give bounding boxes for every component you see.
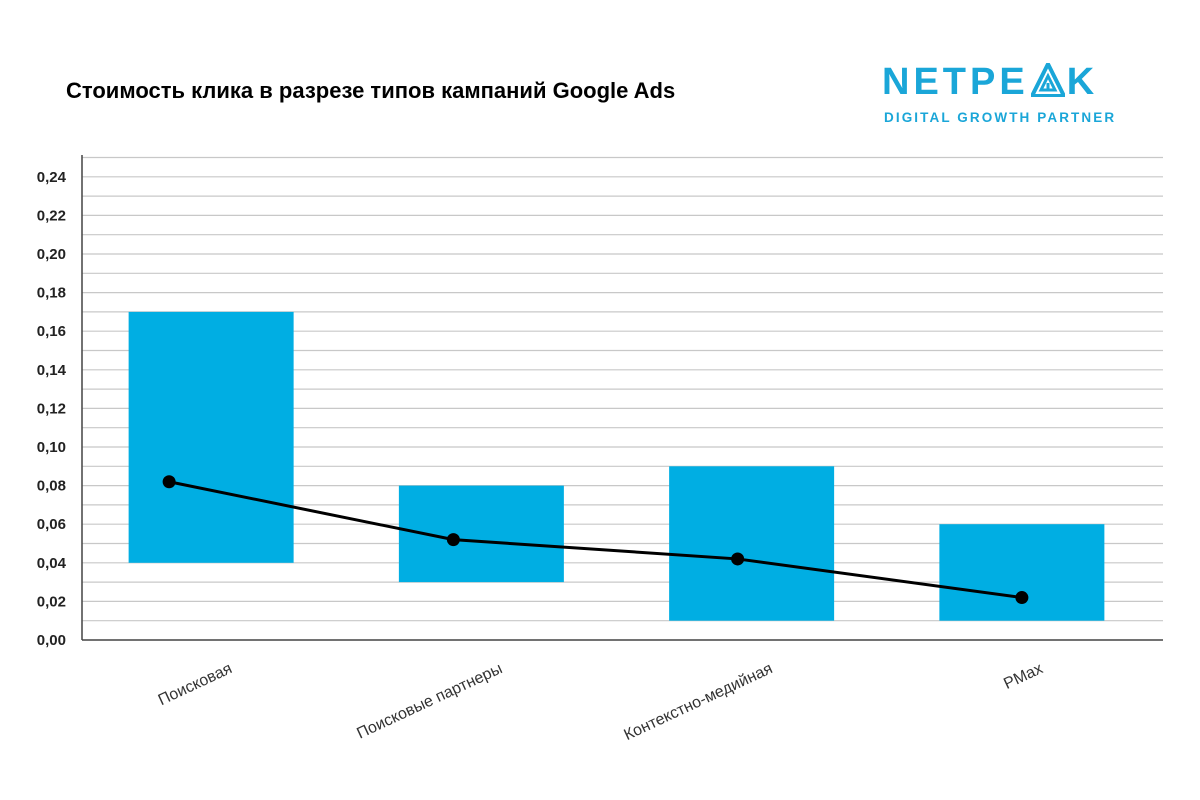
y-tick-label: 0,10 [37, 439, 66, 456]
x-tick-label: Контекстно-медийная [621, 660, 775, 744]
y-tick-label: 0,20 [37, 246, 66, 263]
y-tick-label: 0,24 [37, 169, 67, 186]
y-tick-label: 0,00 [37, 632, 66, 649]
bar [669, 466, 835, 621]
y-axis-ticks: 0,00 0,02 0,04 0,06 0,08 0,10 0,12 0,14 0,16 0,18… [37, 169, 67, 649]
trend-point [446, 533, 460, 547]
bar [939, 524, 1105, 621]
trend-line-path [168, 480, 1023, 600]
y-tick-label: 0,08 [37, 478, 66, 495]
logo-word-left: NETPE [882, 61, 1029, 103]
trend-point [731, 552, 745, 566]
y-tick-label: 0,18 [37, 285, 66, 302]
bar [128, 311, 294, 563]
trend-point [1015, 591, 1029, 605]
y-tick-label: 0,02 [37, 593, 66, 610]
netpeak-logo: NETPE K DIGITAL GROWTH PARTNER [882, 60, 1122, 130]
logo-word-right: K [1066, 61, 1099, 103]
logo-tagline: DIGITAL GROWTH PARTNER [884, 110, 1117, 125]
y-tick-label: 0,16 [37, 323, 66, 340]
x-tick-label: Поисковые партнеры [354, 660, 505, 742]
trend-line [162, 475, 1029, 605]
x-axis-ticks: Поисковая Поисковые партнеры Контекстно-ме… [156, 660, 1046, 744]
x-tick-label: PMax [1001, 660, 1045, 693]
y-tick-label: 0,14 [37, 362, 67, 379]
y-tick-label: 0,04 [37, 555, 67, 572]
bars [128, 311, 1105, 621]
y-tick-label: 0,06 [37, 516, 66, 533]
y-tick-label: 0,22 [37, 207, 66, 224]
trend-point [162, 475, 176, 489]
logo-wordmark: NETPE K [882, 60, 1098, 104]
x-tick-label: Поисковая [156, 660, 235, 709]
chart-title: Стоимость клика в разрезе типов кампаний… [66, 78, 676, 103]
y-tick-label: 0,12 [37, 400, 66, 417]
logo-a-icon [1030, 63, 1065, 97]
